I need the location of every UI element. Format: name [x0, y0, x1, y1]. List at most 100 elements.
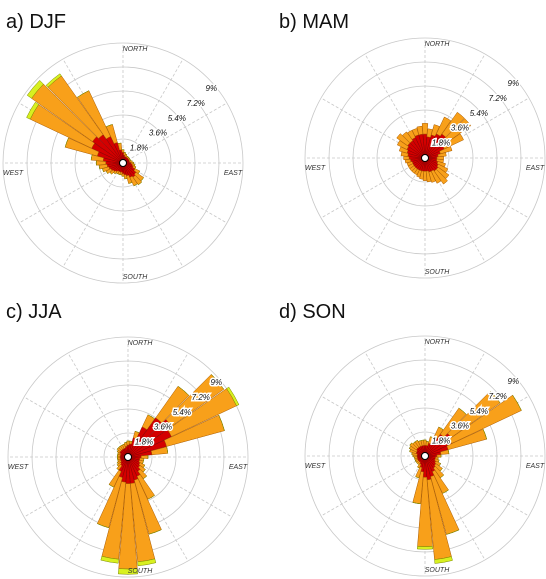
wedge [116, 172, 118, 175]
panel-title: c) JJA [6, 301, 62, 323]
wedge [117, 459, 119, 462]
r-tick-label: 7.2% [192, 393, 210, 402]
panel: a) DJF 1.8%3.6%5.4%7.2%9% NORTH EAST SOUTH WE… [2, 11, 244, 284]
wedge [404, 159, 412, 164]
center-dot [421, 452, 429, 460]
panel-title: b) MAM [279, 11, 349, 33]
wedge [120, 444, 123, 447]
wedge [400, 151, 409, 157]
ring [304, 335, 546, 577]
wedge [407, 129, 416, 140]
wedge [402, 131, 414, 144]
wedge [440, 474, 444, 478]
spoke [62, 162, 124, 268]
direction-label: NORTH [123, 46, 149, 53]
wedge [147, 495, 155, 500]
r-tick-label: 9% [211, 378, 223, 387]
r-tick-label: 3.6% [451, 124, 469, 133]
wedge [117, 173, 120, 175]
wedge [143, 475, 147, 479]
wedge [436, 161, 446, 168]
wedge [100, 555, 119, 564]
wedge [409, 445, 411, 449]
center-dot [119, 159, 127, 167]
wedge [430, 436, 434, 439]
wedge [438, 426, 444, 430]
r-tick-label: 9% [206, 84, 218, 93]
panel: c) JJA 1.8%3.6%5.4%7.2%9% NORTH EAST SOUTH WE… [6, 301, 249, 578]
wedge [116, 450, 119, 452]
ring [328, 359, 522, 553]
spoke [67, 352, 129, 458]
wedge [396, 140, 409, 150]
wedge [26, 80, 44, 99]
wedge [116, 462, 119, 464]
spoke [23, 456, 129, 518]
ring [7, 336, 249, 578]
wedge [116, 468, 119, 471]
wedge [90, 154, 93, 161]
direction-label: SOUTH [425, 269, 450, 276]
panel: d) SON 1.8%3.6%5.4%7.2%9% NORTH EAST SOUTH WE… [279, 301, 546, 577]
panel-title: a) DJF [6, 11, 66, 33]
r-tick-label: 1.8% [432, 138, 450, 147]
spoke [122, 162, 228, 224]
ring [50, 90, 196, 236]
r-tick-label: 9% [508, 377, 520, 386]
wedge [436, 158, 444, 164]
r-tick-label: 3.6% [154, 423, 172, 432]
ring [26, 66, 220, 260]
wedge [417, 463, 419, 465]
wedge [441, 111, 465, 138]
r-tick-label: 5.4% [173, 408, 191, 417]
wedge [431, 124, 440, 137]
r-tick-label: 7.2% [489, 94, 507, 103]
r-tick-label: 7.2% [187, 99, 205, 108]
direction-label: NORTH [425, 41, 451, 48]
wedge [414, 440, 418, 442]
spoke [18, 162, 124, 224]
panel: b) MAM 1.8%3.6%5.4%7.2%9% NORTH EAST SOUTH WE… [279, 11, 546, 279]
direction-label: WEST [8, 464, 29, 471]
wedge [439, 463, 441, 467]
wedge [211, 374, 225, 390]
direction-label: NORTH [128, 340, 154, 347]
spoke [122, 102, 228, 164]
wedge [121, 149, 125, 153]
wedge [447, 449, 450, 454]
wedge [118, 568, 138, 575]
wedge [142, 469, 146, 473]
r-tick-label: 7.2% [489, 392, 507, 401]
direction-label: WEST [305, 165, 326, 172]
wedge [434, 556, 453, 564]
wedge [512, 395, 522, 411]
direction-label: SOUTH [128, 568, 153, 575]
wedge [426, 128, 433, 138]
direction-label: WEST [305, 463, 326, 470]
wedge [226, 386, 240, 407]
spoke [122, 58, 184, 164]
direction-label: SOUTH [425, 567, 450, 574]
wedge [417, 546, 433, 550]
r-tick-label: 1.8% [135, 437, 153, 446]
spoke [364, 455, 426, 561]
wedge [105, 170, 108, 174]
wedge [412, 441, 416, 444]
direction-label: EAST [526, 463, 545, 470]
wedge [96, 160, 106, 166]
wedge [403, 155, 410, 161]
wedge [125, 153, 128, 155]
direction-label: WEST [3, 170, 24, 177]
direction-label: EAST [526, 165, 545, 172]
r-tick-label: 1.8% [432, 436, 450, 445]
wedge [439, 468, 443, 472]
ring [352, 85, 498, 231]
wedge [134, 431, 140, 434]
r-tick-label: 3.6% [451, 422, 469, 431]
wedge [438, 459, 440, 463]
r-tick-label: 5.4% [470, 407, 488, 416]
center-dot [124, 453, 132, 461]
ring [328, 61, 522, 255]
ring [2, 42, 244, 284]
